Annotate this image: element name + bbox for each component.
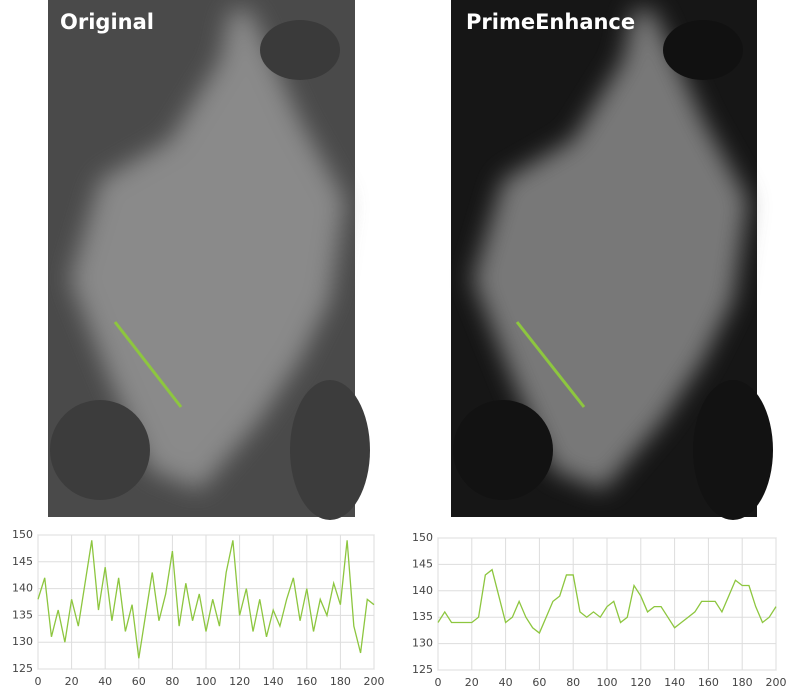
- x-tick-label: 180: [732, 676, 753, 689]
- data-line: [37, 540, 375, 659]
- x-tick-label: 100: [597, 676, 618, 689]
- y-tick-label: 145: [12, 555, 33, 568]
- image-label: Original: [60, 10, 154, 34]
- x-tick-label: 0: [35, 675, 42, 688]
- x-tick-label: 20: [465, 676, 479, 689]
- x-tick-label: 60: [532, 676, 546, 689]
- x-tick-label: 140: [263, 675, 284, 688]
- x-tick-label: 160: [698, 676, 719, 689]
- x-tick-label: 40: [499, 676, 513, 689]
- y-tick-label: 125: [12, 662, 33, 675]
- y-tick-label: 135: [412, 610, 433, 623]
- y-tick-label: 140: [412, 584, 433, 597]
- y-tick-label: 135: [12, 608, 33, 621]
- x-tick-label: 80: [165, 675, 179, 688]
- x-tick-label: 140: [664, 676, 685, 689]
- y-tick-label: 130: [12, 635, 33, 648]
- y-tick-label: 150: [412, 531, 433, 544]
- enhanced-image: PrimeEnhance: [451, 0, 773, 520]
- y-tick-label: 130: [412, 637, 433, 650]
- x-tick-label: 80: [566, 676, 580, 689]
- x-tick-label: 200: [766, 676, 787, 689]
- data-line: [437, 568, 777, 635]
- image-label: PrimeEnhance: [466, 10, 635, 34]
- y-tick-label: 140: [12, 582, 33, 595]
- x-tick-label: 60: [132, 675, 146, 688]
- x-tick-label: 200: [364, 675, 385, 688]
- original-image: Original: [48, 0, 370, 520]
- x-tick-label: 160: [296, 675, 317, 688]
- x-tick-label: 0: [435, 676, 442, 689]
- x-tick-label: 100: [196, 675, 217, 688]
- y-tick-label: 150: [12, 528, 33, 541]
- x-tick-label: 120: [630, 676, 651, 689]
- x-tick-label: 120: [229, 675, 250, 688]
- y-tick-label: 145: [412, 557, 433, 570]
- x-tick-label: 40: [98, 675, 112, 688]
- x-tick-label: 180: [330, 675, 351, 688]
- x-tick-label: 20: [65, 675, 79, 688]
- y-tick-label: 125: [412, 663, 433, 676]
